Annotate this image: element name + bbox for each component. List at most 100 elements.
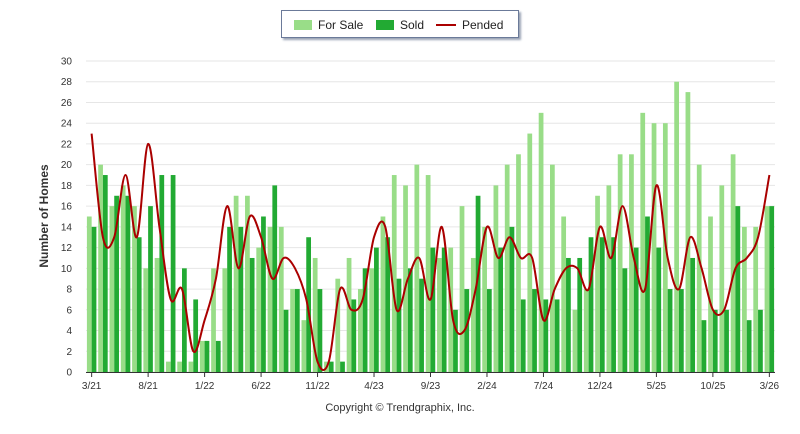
bar-for-sale — [730, 154, 736, 372]
legend-item-sold[interactable]: Sold — [376, 18, 424, 32]
bar-sold — [633, 247, 639, 372]
bar-for-sale — [696, 164, 702, 372]
bar-for-sale — [154, 257, 160, 372]
bar-for-sale — [719, 185, 725, 372]
y-tick-label: 16 — [61, 202, 73, 213]
bar-for-sale — [516, 154, 521, 372]
bar-for-sale — [561, 216, 567, 372]
x-tick-label: 7/24 — [534, 381, 554, 392]
bar-sold — [407, 268, 413, 372]
bar-for-sale — [199, 340, 205, 372]
x-tick-label: 10/25 — [700, 381, 725, 392]
bar-sold — [758, 309, 763, 372]
bar-sold — [317, 289, 323, 372]
y-tick-label: 28 — [61, 77, 73, 88]
bar-for-sale — [301, 320, 307, 372]
bar-for-sale — [222, 268, 228, 372]
bar-for-sale — [764, 206, 770, 372]
bar-for-sale — [335, 278, 341, 372]
bar-for-sale — [391, 175, 397, 372]
bar-sold — [498, 247, 504, 372]
bar-sold — [543, 299, 549, 372]
bar-sold — [385, 237, 391, 372]
y-tick-label: 26 — [61, 98, 73, 109]
legend: For Sale Sold Pended — [281, 10, 519, 38]
bar-sold — [125, 195, 131, 372]
bar-sold — [566, 257, 571, 372]
bar-sold — [182, 268, 187, 372]
bar-for-sale — [211, 268, 216, 372]
bar-for-sale — [346, 257, 352, 372]
bar-for-sale — [98, 164, 103, 372]
for-sale-swatch — [294, 20, 312, 30]
bar-sold — [701, 320, 707, 372]
x-tick-label: 8/21 — [138, 381, 158, 392]
bar-sold — [712, 309, 718, 372]
bar-sold — [91, 226, 97, 372]
y-tick-label: 10 — [61, 264, 73, 275]
y-tick-label: 6 — [66, 305, 72, 316]
bar-for-sale — [595, 195, 600, 372]
x-tick-label: 6/22 — [251, 381, 271, 392]
bar-for-sale — [640, 112, 646, 372]
y-tick-label: 8 — [66, 285, 72, 296]
copyright-text: Copyright © Trendgraphix, Inc. — [325, 402, 475, 414]
bar-sold — [227, 226, 232, 372]
x-tick-label: 3/21 — [82, 381, 102, 392]
y-tick-label: 24 — [61, 119, 73, 130]
bar-for-sale — [482, 226, 487, 372]
bar-sold — [453, 309, 458, 372]
y-tick-label: 18 — [61, 181, 73, 192]
y-tick-label: 2 — [66, 347, 72, 358]
bar-for-sale — [357, 289, 363, 372]
bar-for-sale — [708, 216, 713, 372]
sold-bars — [91, 175, 775, 372]
bar-sold — [577, 257, 583, 372]
bar-for-sale — [132, 206, 137, 372]
bar-for-sale — [651, 123, 657, 372]
pended-line — [90, 133, 771, 372]
bar-for-sale — [120, 185, 126, 372]
bar-sold — [532, 289, 537, 372]
bar-sold — [419, 278, 424, 372]
y-tick-label: 12 — [61, 243, 73, 254]
bar-for-sale — [278, 226, 284, 372]
bar-sold — [690, 257, 696, 372]
bar-for-sale — [538, 112, 544, 372]
bar-sold — [486, 289, 492, 372]
bar-sold — [645, 216, 650, 372]
bar-sold — [622, 268, 628, 372]
bar-for-sale — [143, 268, 149, 372]
bar-for-sale — [165, 361, 171, 372]
bar-sold — [136, 237, 142, 372]
x-tick-label: 11/22 — [305, 381, 330, 392]
bar-sold — [430, 247, 436, 372]
bar-sold — [204, 340, 210, 372]
y-tick-label: 20 — [61, 160, 73, 171]
bar-for-sale — [629, 154, 634, 372]
bar-for-sale — [459, 206, 465, 372]
bar-sold — [148, 206, 153, 372]
x-tick-label: 12/24 — [587, 381, 612, 392]
y-tick-label: 22 — [61, 139, 73, 150]
y-tick-label: 14 — [61, 222, 73, 233]
bar-sold — [102, 175, 108, 372]
y-tick-label: 30 — [61, 57, 73, 68]
bar-sold — [599, 237, 605, 372]
bar-for-sale — [380, 216, 386, 372]
bar-sold — [374, 247, 379, 372]
bar-sold — [667, 289, 673, 372]
bar-sold — [735, 206, 741, 372]
legend-item-for-sale[interactable]: For Sale — [294, 18, 363, 32]
bar-sold — [769, 206, 775, 372]
x-tick-label: 4/23 — [364, 381, 384, 392]
bar-sold — [441, 247, 447, 372]
legend-item-pended[interactable]: Pended — [436, 18, 503, 32]
bar-for-sale — [550, 164, 555, 372]
pended-swatch — [436, 24, 456, 26]
bar-sold — [249, 257, 255, 372]
legend-label-for-sale: For Sale — [318, 18, 364, 32]
bar-for-sale — [742, 226, 747, 372]
